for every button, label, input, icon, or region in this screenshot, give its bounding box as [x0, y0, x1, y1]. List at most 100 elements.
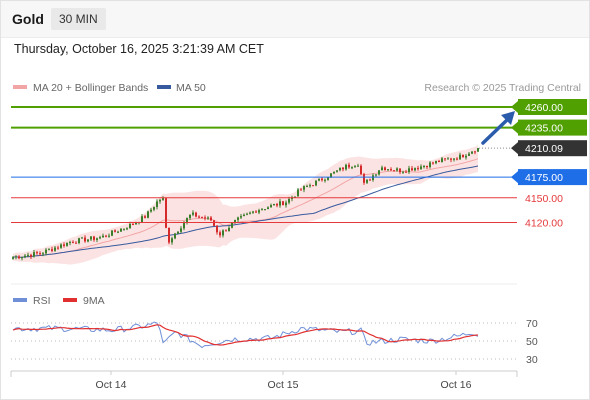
- candle-body: [387, 169, 389, 171]
- candle-body: [270, 205, 272, 208]
- level-tag-label: 4120.00: [525, 218, 563, 230]
- candle-body: [33, 252, 35, 257]
- candle-body: [201, 216, 203, 218]
- candle-body: [258, 210, 260, 213]
- candle-body: [405, 171, 407, 173]
- candle-body: [36, 252, 38, 254]
- candle-body: [162, 198, 164, 200]
- candle-body: [228, 227, 230, 231]
- candle-body: [117, 231, 119, 233]
- candle-body: [234, 219, 236, 223]
- candle-body: [381, 167, 383, 171]
- candle-body: [243, 214, 245, 217]
- ma20-legend-label: MA 20 + Bollinger Bands: [33, 82, 148, 94]
- candle-body: [120, 228, 122, 232]
- candle-body: [366, 179, 368, 183]
- candle-body: [213, 220, 215, 226]
- level-tag-bg: [518, 140, 587, 157]
- price-levels: 4260.00 4235.00 4210.09 4175.00 4150.00 4120.…: [11, 99, 587, 230]
- candle-body: [129, 224, 131, 229]
- candle-body: [42, 253, 44, 255]
- candle-body: [297, 189, 299, 197]
- candle-body: [354, 166, 356, 168]
- candle-body: [261, 209, 263, 211]
- candle-body: [225, 230, 227, 232]
- candle-body: [264, 209, 266, 211]
- candle-body: [423, 166, 425, 167]
- candle-body: [204, 217, 206, 219]
- candle-body: [441, 158, 443, 162]
- candle-body: [360, 165, 362, 174]
- candle-body: [216, 225, 218, 233]
- rsi-tick-30: 30: [526, 354, 538, 366]
- time-axis-label-oct14: Oct 14: [96, 379, 127, 391]
- candle-body: [309, 185, 311, 187]
- candle-body: [396, 168, 398, 171]
- candle-body: [54, 247, 56, 251]
- candle-body: [432, 162, 434, 164]
- candle-body: [24, 255, 26, 258]
- ma50-legend-swatch: [157, 85, 171, 89]
- candle-body: [102, 235, 104, 238]
- candle-body: [180, 228, 182, 232]
- candle-body: [378, 170, 380, 175]
- level-tag-bg: [518, 99, 587, 115]
- candle-body: [450, 158, 452, 160]
- candle-body: [69, 241, 71, 243]
- candle-body: [165, 198, 167, 228]
- candle-body: [210, 217, 212, 221]
- candle-body: [177, 231, 179, 234]
- candle-body: [78, 238, 80, 243]
- candle-body: [477, 148, 479, 152]
- level-tag: 4120.00: [525, 218, 563, 230]
- level-tag-label: 4235.00: [525, 123, 563, 135]
- rsi-tick-50: 50: [526, 336, 538, 348]
- candle-body: [111, 230, 113, 236]
- candle-body: [321, 178, 323, 181]
- candle-body: [399, 168, 401, 173]
- time-axis-label-oct16: Oct 16: [441, 379, 472, 391]
- candle-body: [330, 173, 332, 178]
- level-tag-label: 4175.00: [525, 172, 563, 184]
- candle-body: [240, 216, 242, 218]
- candle-body: [144, 216, 146, 218]
- candle-body: [372, 175, 374, 180]
- candle-body: [66, 242, 68, 246]
- candle-body: [114, 230, 116, 232]
- candle-body: [351, 167, 353, 169]
- candle-body: [27, 254, 29, 256]
- candle-body: [72, 241, 74, 243]
- copyright-text: Research © 2025 Trading Central: [424, 82, 581, 94]
- candle-body: [402, 171, 404, 173]
- candle-body: [171, 238, 173, 243]
- candle-body: [285, 202, 287, 206]
- candle-body: [198, 216, 200, 218]
- candle-body: [471, 151, 473, 154]
- candle-body: [339, 167, 341, 171]
- level-tag: 4210.09: [511, 140, 587, 157]
- candle-body: [168, 227, 170, 243]
- level-tag-pointer: [511, 142, 518, 155]
- candle-body: [75, 242, 77, 244]
- level-tag: 4260.00: [511, 99, 587, 115]
- candle-body: [99, 237, 101, 239]
- candle-body: [384, 167, 386, 170]
- candle-body: [141, 216, 143, 223]
- candle-body: [123, 228, 125, 230]
- candle-body: [420, 166, 422, 169]
- timestamp-text: Thursday, October 16, 2025 3:21:39 AM CE…: [14, 42, 264, 56]
- candle-body: [408, 168, 410, 172]
- candle-body: [48, 249, 50, 251]
- header-bar: Gold 30 MIN: [1, 1, 589, 38]
- rsi-legend-swatch: [13, 298, 27, 302]
- candle-body: [426, 166, 428, 168]
- candle-body: [156, 201, 158, 207]
- candle-body: [93, 236, 95, 240]
- time-axis-label-oct15: Oct 15: [268, 379, 299, 391]
- timeframe-badge[interactable]: 30 MIN: [51, 8, 106, 30]
- candle-body: [318, 178, 320, 181]
- forecast-arrow-shaft: [481, 118, 509, 145]
- candle-body: [150, 209, 152, 212]
- candle-body: [21, 257, 23, 259]
